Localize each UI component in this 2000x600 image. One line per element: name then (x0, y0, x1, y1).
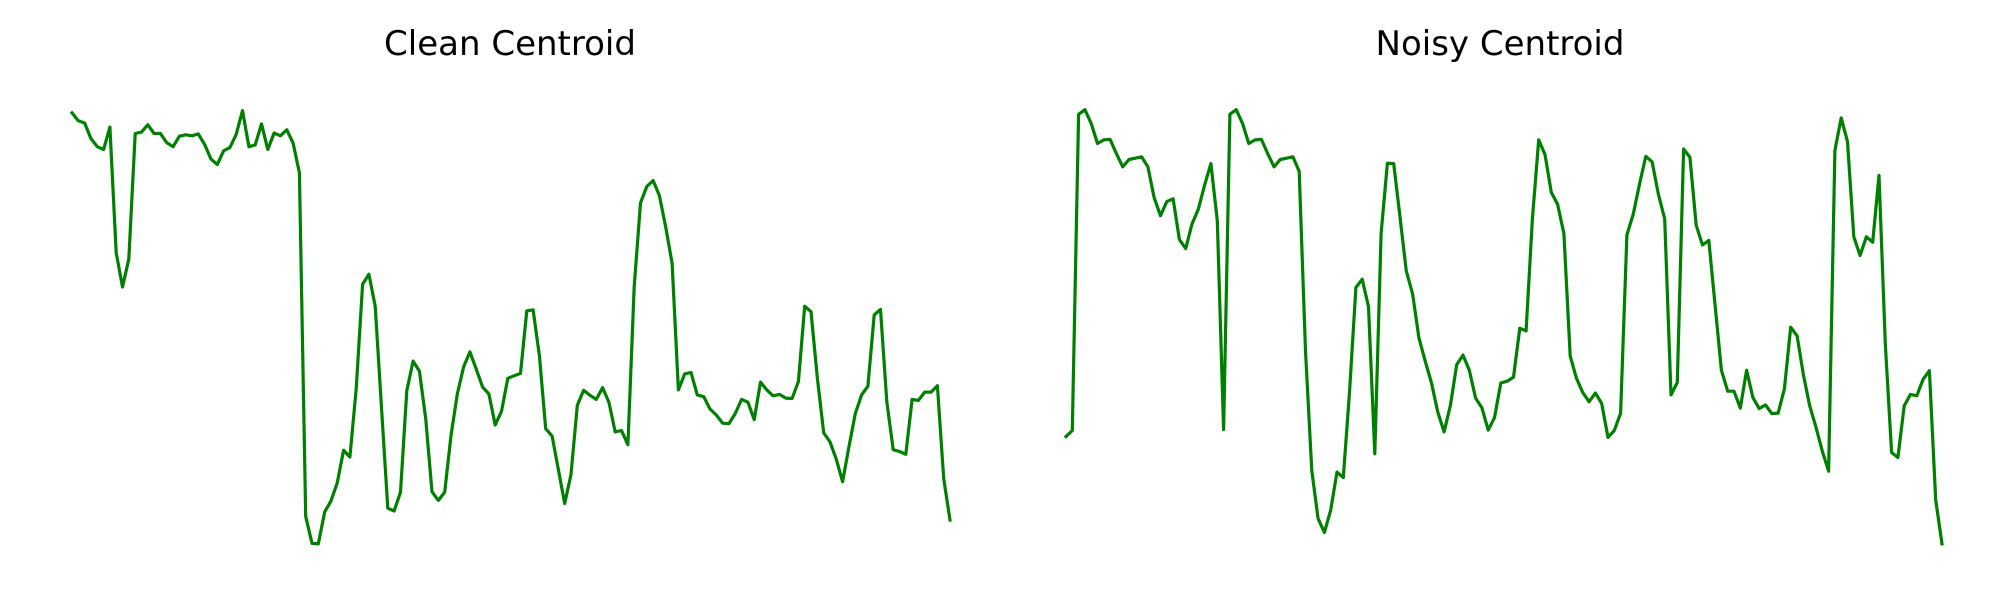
chart-title-clean: Clean Centroid (384, 24, 636, 64)
chart-title-noisy: Noisy Centroid (1375, 24, 1625, 64)
noisy-centroid-panel: Noisy Centroid (1000, 0, 2000, 600)
clean-centroid-panel: Clean Centroid (384, 24, 636, 64)
noisy-centroid-line (1063, 108, 1944, 546)
clean-centroid-line (69, 108, 952, 546)
